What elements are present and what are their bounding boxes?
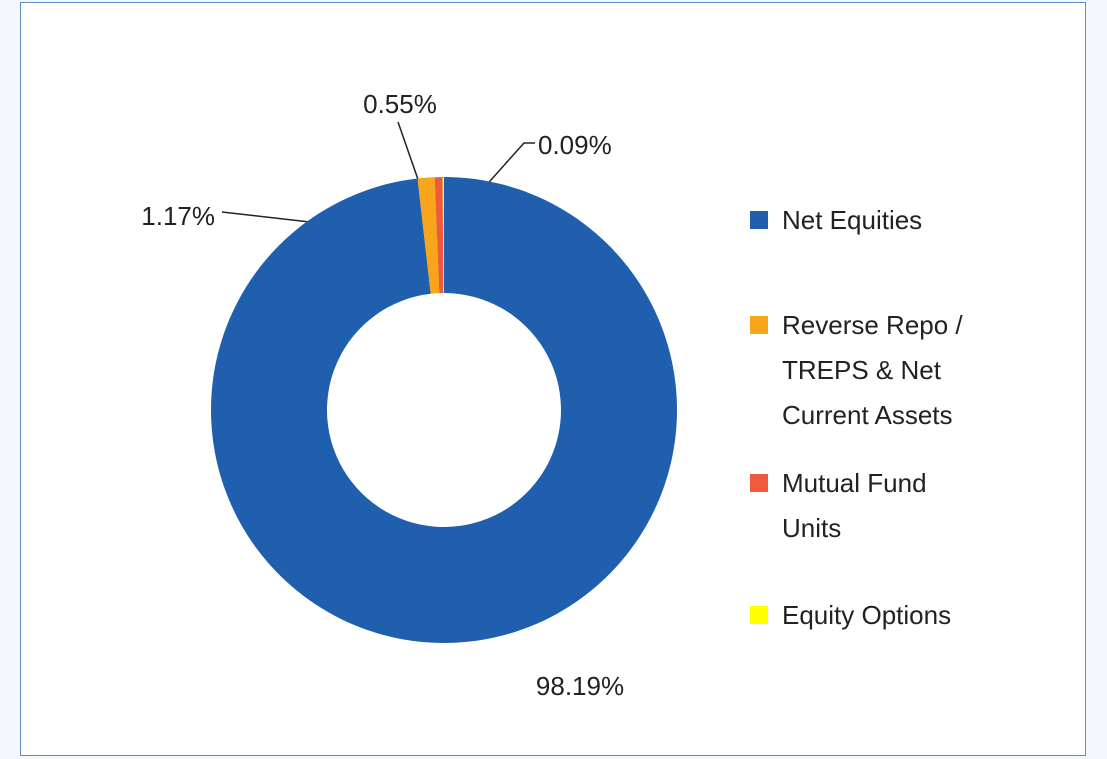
data-label: 0.55%	[363, 89, 437, 119]
legend-label: Net Equities	[782, 205, 923, 235]
data-label: 1.17%	[141, 201, 215, 231]
legend-swatch	[750, 316, 768, 334]
legend-item: Net Equities	[750, 198, 982, 243]
chart-frame	[20, 2, 1086, 756]
donut-slice	[210, 177, 677, 643]
legend-swatch	[750, 606, 768, 624]
donut-slice	[417, 177, 440, 294]
legend-item: Reverse Repo / TREPS & Net Current Asset…	[750, 303, 982, 438]
donut-slice	[434, 177, 444, 294]
data-label: 0.09%	[538, 130, 612, 160]
legend-label: Equity Options	[782, 600, 952, 630]
legend-label: Mutual Fund Units	[782, 468, 927, 543]
legend-label: Reverse Repo / TREPS & Net Current Asset…	[782, 310, 963, 430]
legend-swatch	[750, 474, 768, 492]
donut-slice	[442, 177, 444, 294]
data-label: 98.19%	[536, 671, 624, 701]
legend-swatch	[750, 211, 768, 229]
legend-item: Mutual Fund Units	[750, 461, 982, 551]
legend-item: Equity Options	[750, 593, 982, 638]
